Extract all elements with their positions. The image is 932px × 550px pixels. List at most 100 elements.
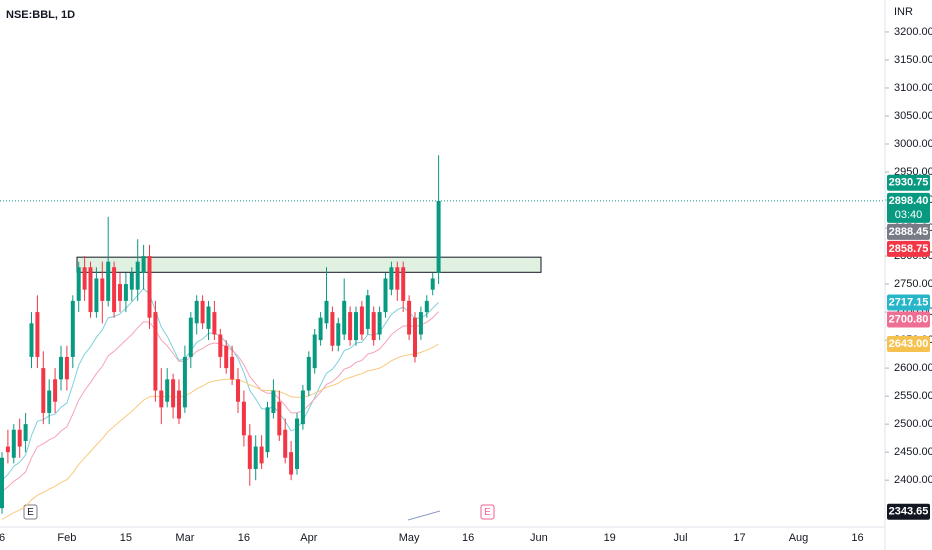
candle-body	[165, 379, 170, 402]
candle-body	[76, 267, 81, 301]
candle-body	[188, 317, 193, 357]
candle-body	[123, 284, 128, 301]
candle-body	[413, 317, 417, 357]
candle-body	[64, 356, 69, 380]
candle-body	[318, 317, 323, 341]
candle-body	[182, 356, 187, 408]
candle-body	[365, 295, 370, 329]
candle-body	[241, 401, 246, 436]
earnings-box[interactable]	[23, 504, 38, 520]
candle-body	[265, 407, 270, 453]
candle-body	[118, 284, 122, 301]
price-label: 2898.40	[889, 195, 929, 207]
candle-body	[11, 429, 16, 458]
price-label-box	[887, 240, 930, 257]
price-label: 2858.75	[889, 243, 929, 255]
price-countdown: 03:40	[895, 209, 923, 221]
candle-body	[200, 300, 205, 324]
candle-body	[159, 390, 164, 408]
candle-body	[383, 278, 388, 313]
candle-body	[312, 334, 317, 369]
x-tick-label: 6	[0, 532, 5, 544]
candle-body	[17, 429, 22, 447]
candle-body	[342, 300, 347, 335]
y-tick-label: 3100.00	[894, 82, 932, 94]
candle-body	[29, 323, 34, 357]
candle-body	[224, 345, 229, 369]
candle-body	[236, 379, 240, 402]
price-label: 2717.15	[889, 296, 929, 308]
candle-body	[94, 278, 99, 313]
candle-body	[129, 272, 134, 290]
candle-body	[171, 379, 176, 408]
candle-body	[300, 390, 305, 425]
y-tick-label: 3200.00	[894, 26, 932, 38]
candle-body	[359, 306, 364, 335]
price-label: 2643.00	[889, 338, 929, 350]
x-tick-label: 19	[604, 532, 616, 544]
candle-body	[59, 356, 63, 380]
candle-body	[194, 300, 199, 324]
y-tick-label: 2600.00	[894, 362, 932, 374]
zone	[76, 256, 542, 273]
candle-body	[277, 401, 282, 436]
candle-body	[35, 312, 40, 357]
candle-body	[401, 267, 406, 301]
currency-label: INR	[894, 6, 913, 18]
chart-title: NSE:BBL, 1D	[6, 9, 75, 21]
price-label-box	[887, 294, 930, 311]
x-tick-label: Jul	[673, 532, 687, 544]
earnings-marker[interactable]: E	[484, 507, 491, 518]
candle-body	[88, 267, 93, 313]
candle-body	[295, 418, 299, 469]
candle-body	[395, 267, 400, 290]
candle-body	[424, 300, 429, 313]
earnings-box[interactable]	[480, 504, 495, 520]
candle-body	[283, 429, 288, 458]
candle-body	[206, 306, 211, 329]
x-tick-label: Feb	[57, 532, 76, 544]
x-tick-label: 17	[733, 532, 745, 544]
candle-body	[377, 312, 382, 335]
candle-body	[336, 323, 341, 346]
candle-body	[407, 300, 412, 335]
price-label-box	[887, 192, 930, 223]
x-tick-label: Jun	[530, 532, 548, 544]
x-tick-label: Mar	[175, 532, 194, 544]
y-tick-label: 3050.00	[894, 110, 932, 122]
candle-body	[271, 390, 276, 413]
candle-body	[259, 446, 264, 464]
price-label-box	[887, 503, 930, 520]
candle-body	[153, 312, 158, 391]
y-tick-label: 2500.00	[894, 418, 932, 430]
x-tick-label: 15	[120, 532, 132, 544]
price-label: 2930.75	[889, 177, 929, 189]
y-tick-label: 2550.00	[894, 390, 932, 402]
x-tick-label: Aug	[789, 532, 809, 544]
candle-body	[53, 379, 58, 402]
x-tick-label: Apr	[300, 532, 317, 544]
candle-body	[289, 452, 294, 475]
earnings-marker[interactable]: E	[27, 507, 34, 518]
price-label-box	[887, 311, 930, 328]
candle-body	[70, 300, 75, 357]
candle-body	[430, 278, 435, 290]
x-tick-label: 16	[238, 532, 250, 544]
candle-body	[324, 300, 329, 324]
x-tick-label: 16	[851, 532, 863, 544]
candle-body	[418, 312, 423, 335]
y-tick-label: 2450.00	[894, 446, 932, 458]
y-tick-label: 2400.00	[894, 474, 932, 486]
price-label: 2343.65	[889, 506, 929, 518]
candle-body	[212, 312, 217, 335]
candle-body	[218, 334, 223, 357]
candle-body	[41, 368, 46, 413]
candle-body	[47, 390, 52, 413]
price-label: 2700.80	[889, 313, 929, 325]
candle-body	[354, 312, 358, 341]
candle-body	[112, 267, 117, 313]
candle-body	[306, 356, 311, 391]
candle-body	[23, 424, 28, 441]
candle-body	[389, 267, 394, 290]
price-label-box	[887, 174, 930, 191]
